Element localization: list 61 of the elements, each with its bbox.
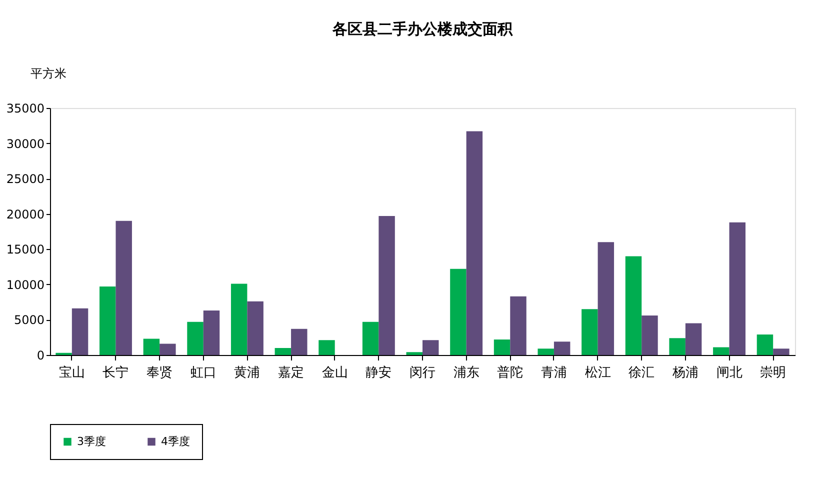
bar [116,220,132,355]
bar [773,348,790,355]
bar [378,216,395,355]
chart-title: 各区县二手办公楼成交面积 [332,20,514,38]
y-tick-label: 20000 [6,207,44,222]
y-tick-label: 25000 [6,172,44,186]
x-tick-label: 杨浦 [671,366,698,380]
bar [247,301,264,355]
bar [494,339,510,355]
x-tick-label: 浦东 [453,366,480,380]
bar [625,256,642,355]
y-tick-label: 15000 [6,242,44,257]
x-tick-label: 崇明 [760,366,786,380]
bar [466,131,483,355]
bar [143,338,160,355]
bar [598,242,614,355]
y-tick-label: 5000 [14,313,44,328]
bar [274,348,292,355]
bar [100,286,116,355]
bar [756,334,774,355]
bar [406,352,422,355]
x-tick-label: 徐汇 [628,366,655,380]
bar [72,308,88,355]
bar [362,322,379,355]
bar [510,296,526,355]
bar [450,268,466,355]
bar [554,342,570,355]
bar [685,323,702,355]
bar [318,340,335,355]
legend-label: 4季度 [161,434,190,448]
bar [187,322,204,355]
bar [230,284,248,355]
x-tick-label: 黄浦 [234,366,260,380]
bar [729,222,746,355]
x-tick-label: 金山 [322,366,348,380]
y-tick-label: 10000 [6,278,44,292]
bar [160,344,176,355]
x-tick-label: 虹口 [190,366,216,380]
y-axis-title: 平方米 [30,66,66,80]
x-tick-label: 奉贤 [146,366,173,380]
legend-label: 3季度 [77,434,106,448]
bar [582,309,598,355]
x-tick-label: 闵行 [410,366,436,380]
y-tick-label: 0 [36,348,44,362]
bar [538,348,554,355]
x-tick-label: 青浦 [540,366,567,380]
bar [713,347,730,355]
bar [291,328,308,355]
x-tick-label: 宝山 [58,364,85,380]
x-tick-label: 静安 [366,364,392,380]
x-tick-label: 长宁 [102,364,129,380]
y-tick-label: 35000 [6,102,44,116]
x-tick-label: 闸北 [716,366,742,380]
x-tick-label: 普陀 [497,364,524,380]
bar [642,315,658,355]
x-tick-label: 松江 [584,366,611,380]
y-tick-label: 30000 [6,136,44,151]
bar [422,340,439,355]
bar [203,310,220,355]
x-tick-label: 嘉定 [278,366,304,380]
bar [669,338,686,355]
